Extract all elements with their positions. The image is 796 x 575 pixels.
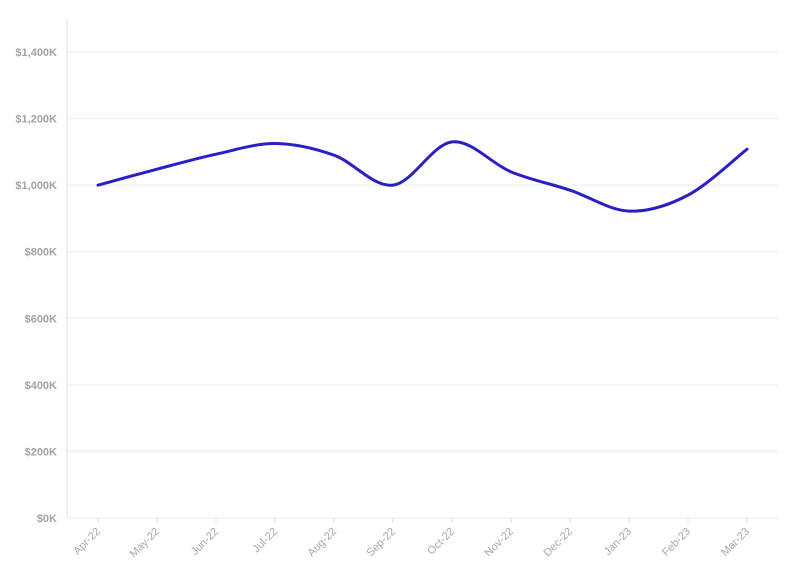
x-tick-label: Jan-23 bbox=[602, 526, 634, 558]
y-tick-label: $1,200K bbox=[15, 114, 57, 126]
series-line bbox=[96, 140, 749, 213]
y-tick-label: $0K bbox=[37, 513, 57, 525]
y-tick-label: $1,400K bbox=[15, 47, 57, 59]
x-tick-label: Sep-22 bbox=[365, 526, 399, 560]
x-axis-ticks: Apr-22 May-22 Jun-22 Jul-22 Aug-22 Sep-22 Oct-… bbox=[71, 518, 752, 560]
y-tick-label: $600K bbox=[25, 313, 57, 325]
gridlines bbox=[67, 51, 778, 519]
x-tick-label: Jul-22 bbox=[250, 526, 280, 556]
x-tick-label: Oct-22 bbox=[425, 526, 457, 558]
y-axis-ticks: $0K $200K $400K $600K $800K $1,000K $1,200K $1,… bbox=[15, 47, 57, 525]
x-tick-label: Mar-23 bbox=[719, 526, 752, 559]
x-tick-label: Jun-22 bbox=[189, 526, 221, 558]
x-tick-label: Dec-22 bbox=[542, 526, 576, 560]
x-tick-label: May-22 bbox=[128, 526, 162, 560]
x-tick-label: Nov-22 bbox=[483, 526, 517, 560]
y-tick-label: $1,000K bbox=[15, 180, 57, 192]
x-tick-label: Aug-22 bbox=[306, 526, 340, 560]
x-tick-label: Apr-22 bbox=[71, 526, 103, 558]
y-tick-label: $200K bbox=[25, 446, 57, 458]
y-tick-label: $800K bbox=[25, 247, 57, 259]
y-tick-label: $400K bbox=[25, 380, 57, 392]
x-tick-label: Feb-23 bbox=[660, 526, 693, 559]
